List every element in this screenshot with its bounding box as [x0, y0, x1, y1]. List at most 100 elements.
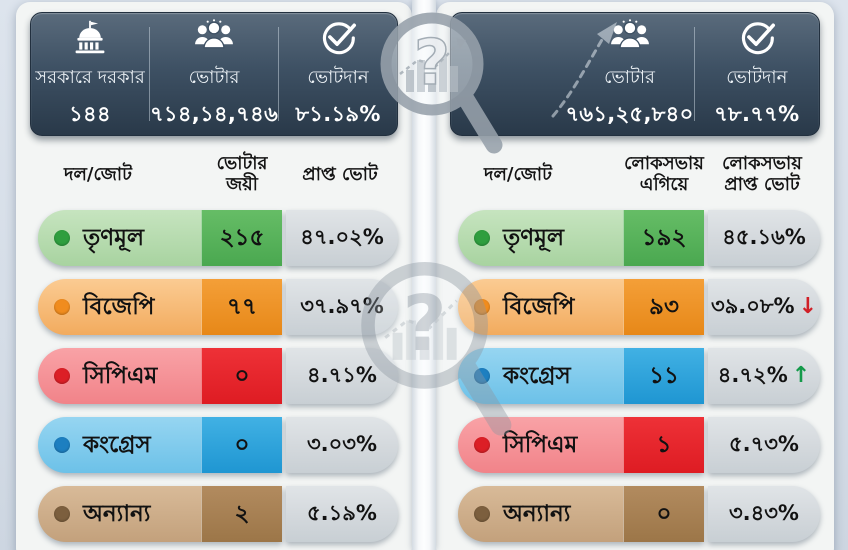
vote-percent: ৫.১৯% [307, 500, 377, 525]
table-row-tmc: তৃণমূল ১৯২ ৪৫.১৬% [458, 210, 820, 266]
loksabha-panel: ভোটার ৭৬১,২৫,৮৪০ ভোটদান ৭৮.৭৭% দল/জোট লো… [436, 2, 834, 550]
percent-cell: ৩৭.৯৭% [286, 279, 398, 335]
assembly-table: তৃণমূল ২১৫ ৪৭.০২% বিজেপি ৭৭ ৩৭.৯৭% সিপিএ… [38, 210, 398, 542]
seats-cell: ২ [201, 486, 282, 542]
stat-label: ভোটার [188, 67, 240, 88]
table-row-congress: কংগ্রেস ১১ ৪.৭২% ↑ [458, 348, 820, 404]
stat-label: ভোটার [604, 67, 655, 88]
assembly-stats-header: সরকারে দরকার ১৪৪ ভোটার ৭১৪,১৪,৭৪৬ [30, 12, 398, 136]
party-name: সিপিএম [83, 362, 158, 389]
vote-percent: ৩.৪৩% [729, 500, 799, 525]
table-row-tmc: তৃণমূল ২১৫ ৪৭.০২% [38, 210, 398, 266]
party-name: অন্যান্য [83, 500, 151, 527]
capitol-icon [68, 19, 112, 59]
percent-cell: ৫.৭৩% [708, 417, 820, 473]
up-arrow-icon: ↑ [791, 363, 811, 388]
table-row-bjp: বিজেপি ৯৩ ৩৯.০৮% ↓ [458, 279, 820, 335]
loksabha-table: তৃণমূল ১৯২ ৪৫.১৬% বিজেপি ৯৩ ৩৯.০৮% ↓ কংগ্… [458, 210, 820, 542]
party-cell: অন্যান্য [38, 486, 201, 542]
party-cell: সিপিএম [458, 417, 623, 473]
turnout-check-icon [318, 19, 358, 59]
column-party: দল/জোট [64, 163, 132, 185]
vote-percent: ৪৭.০২% [300, 224, 384, 249]
stat-value: ৮১.১৯% [295, 102, 381, 126]
turnout-check-icon [737, 19, 777, 59]
vote-percent: ৩.০৩% [307, 431, 377, 456]
table-row-congress: কংগ্রেস ০ ৩.০৩% [38, 417, 398, 473]
header-divider [148, 27, 150, 121]
party-dot [54, 437, 70, 453]
voters-icon [608, 19, 652, 59]
party-dot [474, 506, 490, 522]
voters-icon [192, 19, 236, 59]
column-leading: লোকসভায় এগিয়ে [624, 153, 704, 195]
party-cell: কংগ্রেস [38, 417, 201, 473]
vote-percent: ৩৯.০৮% [710, 293, 795, 318]
party-name: তৃণমূল [503, 224, 565, 251]
stat-turnout: ভোটদান ৮১.১৯% [279, 13, 397, 135]
party-dot [54, 230, 70, 246]
seats-cell: ০ [201, 417, 282, 473]
stat-value: ১৪৪ [69, 102, 111, 126]
party-name: বিজেপি [503, 293, 575, 320]
table-row-cpm: সিপিএম ১ ৫.৭৩% [458, 417, 820, 473]
vote-percent: ৫.৭৩% [729, 431, 799, 456]
table-row-bjp: বিজেপি ৭৭ ৩৭.৯৭% [38, 279, 398, 335]
stat-value: ৭১৪,১৪,৭৪৬ [149, 102, 279, 126]
party-cell: বিজেপি [458, 279, 623, 335]
vote-percent: ৪.৭১% [307, 362, 377, 387]
vote-percent: ৪.৭২% [717, 362, 788, 387]
party-name: সিপিএম [503, 431, 578, 458]
assembly-panel: সরকারে দরকার ১৪৪ ভোটার ৭১৪,১৪,৭৪৬ [16, 2, 412, 550]
column-vote-share: প্রাপ্ত ভোট [302, 163, 378, 185]
stat-voters: ভোটার ৭৬১,২৫,৮৪০ [565, 13, 693, 135]
column-seats-won: ভোটার জয়ী [216, 153, 268, 195]
party-dot [54, 368, 70, 384]
loksabha-table-header: দল/জোট লোকসভায় এগিয়ে লোকসভায় প্রাপ্ত … [458, 144, 820, 206]
stat-majority: সরকারে দরকার ১৪৪ [31, 13, 149, 135]
party-cell: বিজেপি [38, 279, 201, 335]
percent-cell: ৪৫.১৬% [708, 210, 820, 266]
leading-cell: ১৯২ [623, 210, 704, 266]
panel-divider [412, 0, 436, 550]
header-divider [278, 27, 280, 121]
party-dot [54, 506, 70, 522]
seats-cell: ২১৫ [201, 210, 282, 266]
party-cell: সিপিএম [38, 348, 201, 404]
leading-cell: ০ [623, 486, 704, 542]
down-arrow-icon: ↓ [798, 294, 818, 319]
stat-value: ৭৮.৭৭% [714, 102, 800, 126]
party-dot [54, 299, 70, 315]
table-row-others: অন্যান্য ০ ৩.৪৩% [458, 486, 820, 542]
header-spacer [451, 13, 565, 135]
stat-voters: ভোটার ৭১৪,১৪,৭৪৬ [150, 13, 278, 135]
party-cell: কংগ্রেস [458, 348, 623, 404]
party-dot [474, 437, 490, 453]
leading-cell: ১ [623, 417, 704, 473]
vote-percent: ৪৫.১৬% [722, 224, 806, 249]
stat-label: সরকারে দরকার [35, 67, 145, 88]
assembly-table-header: দল/জোট ভোটার জয়ী প্রাপ্ত ভোট [38, 144, 398, 206]
percent-cell: ৪.৭১% [286, 348, 398, 404]
loksabha-stats-header: ভোটার ৭৬১,২৫,৮৪০ ভোটদান ৭৮.৭৭% [450, 12, 820, 136]
stat-value: ৭৬১,২৫,৮৪০ [565, 102, 694, 126]
party-name: তৃণমূল [83, 224, 145, 251]
column-vote-share: লোকসভায় প্রাপ্ত ভোট [722, 153, 802, 195]
percent-cell: ৩৯.০৮% ↓ [708, 279, 820, 335]
header-divider [693, 27, 695, 121]
party-name: বিজেপি [83, 293, 155, 320]
party-cell: অন্যান্য [458, 486, 623, 542]
seats-cell: ৭৭ [201, 279, 282, 335]
percent-cell: ৪৭.০২% [286, 210, 398, 266]
party-dot [474, 230, 490, 246]
percent-cell: ৪.৭২% ↑ [708, 348, 820, 404]
stat-label: ভোটদান [307, 67, 369, 88]
leading-cell: ৯৩ [623, 279, 704, 335]
percent-cell: ৫.১৯% [286, 486, 398, 542]
stat-label: ভোটদান [726, 67, 788, 88]
party-cell: তৃণমূল [38, 210, 201, 266]
leading-cell: ১১ [623, 348, 704, 404]
column-party: দল/জোট [484, 163, 552, 185]
vote-percent: ৩৭.৯৭% [300, 293, 384, 318]
